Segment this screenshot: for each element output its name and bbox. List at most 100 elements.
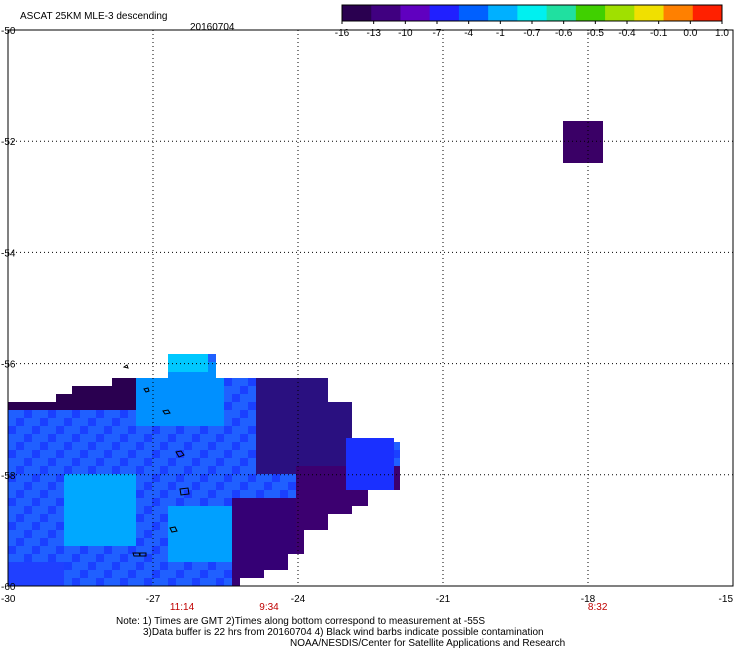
colorbar-tick-label: -1: [496, 28, 505, 39]
swath-cell: [120, 570, 128, 578]
swath-cell: [16, 466, 24, 474]
swath-cell: [160, 434, 168, 442]
swath-cell: [8, 434, 16, 442]
swath-cell: [88, 506, 96, 514]
swath-cell: [120, 450, 128, 458]
swath-cell: [312, 458, 320, 466]
swath-cell: [160, 426, 168, 434]
swath-cell: [192, 466, 200, 474]
swath-cell: [24, 466, 32, 474]
swath-cell: [296, 450, 304, 458]
swath-cell: [248, 538, 256, 546]
swath-cell: [136, 386, 144, 394]
swath-cell: [176, 578, 184, 586]
swath-cell: [80, 562, 88, 570]
swath-cell: [240, 458, 248, 466]
swath-cell: [112, 546, 120, 554]
swath-cell: [176, 450, 184, 458]
map-title: ASCAT 25KM MLE-3 descending: [20, 11, 167, 22]
swath-cell: [280, 386, 288, 394]
swath-cell: [296, 538, 304, 546]
swath-cell: [248, 378, 256, 386]
swath-cell: [264, 458, 272, 466]
swath-cell: [160, 378, 168, 386]
swath-cell: [152, 442, 160, 450]
swath-cell: [160, 530, 168, 538]
swath-cell: [272, 434, 280, 442]
swath-cell: [144, 442, 152, 450]
swath-cell: [104, 570, 112, 578]
swath-cell: [272, 546, 280, 554]
swath-cell: [24, 514, 32, 522]
swath-cell: [120, 514, 128, 522]
swath-cell: [128, 474, 136, 482]
swath-cell: [80, 402, 88, 410]
swath-cell: [208, 378, 216, 386]
swath-cell: [392, 482, 400, 490]
swath-cell: [248, 418, 256, 426]
swath-cell: [8, 578, 16, 586]
swath-cell: [152, 538, 160, 546]
swath-cell: [296, 482, 304, 490]
swath-cell: [256, 570, 264, 578]
swath-cell: [176, 538, 184, 546]
swath-cell: [200, 402, 208, 410]
swath-cell: [272, 386, 280, 394]
swath-cell: [32, 442, 40, 450]
swath-cell: [296, 474, 304, 482]
swath-cell: [312, 386, 320, 394]
swath-cell: [136, 498, 144, 506]
swath-cell: [192, 426, 200, 434]
swath-cell: [184, 370, 192, 378]
swath-cell: [272, 442, 280, 450]
swath-cell: [304, 474, 312, 482]
swath-cell: [232, 394, 240, 402]
swath-cell: [88, 474, 96, 482]
swath-cell: [216, 570, 224, 578]
swath-cell: [136, 578, 144, 586]
swath-cell: [24, 498, 32, 506]
swath-cell: [64, 458, 72, 466]
swath-cell: [120, 442, 128, 450]
swath-cell: [192, 402, 200, 410]
swath-cell: [88, 418, 96, 426]
swath-cell: [48, 530, 56, 538]
swath-cell: [8, 570, 16, 578]
swath-cell: [184, 522, 192, 530]
swath-cell: [392, 442, 400, 450]
swath-cell: [160, 410, 168, 418]
swath-cell: [280, 546, 288, 554]
swath-cell: [24, 578, 32, 586]
swath-cell: [328, 434, 336, 442]
swath-cell: [176, 482, 184, 490]
swath-cell: [312, 450, 320, 458]
swath-cell: [344, 410, 352, 418]
swath-cell: [8, 498, 16, 506]
swath-cell: [112, 466, 120, 474]
swath-cell: [104, 554, 112, 562]
swath-cell: [184, 506, 192, 514]
swath-cell: [264, 482, 272, 490]
swath-cell: [344, 418, 352, 426]
swath-cell: [336, 490, 344, 498]
swath-cell: [312, 482, 320, 490]
swath-cell: [216, 482, 224, 490]
swath-cell: [104, 434, 112, 442]
swath-cell: [112, 378, 120, 386]
swath-cell: [64, 426, 72, 434]
swath-cell: [248, 386, 256, 394]
swath-cell: [304, 490, 312, 498]
swath-cell: [64, 442, 72, 450]
swath-cell: [192, 538, 200, 546]
swath-cell: [224, 578, 232, 586]
swath-cell: [88, 522, 96, 530]
swath-cell: [208, 370, 216, 378]
swath-cell: [32, 490, 40, 498]
swath-cell: [104, 450, 112, 458]
swath-cell: [48, 554, 56, 562]
swath-cell: [72, 482, 80, 490]
swath-cell: [24, 490, 32, 498]
colorbar-tick-label: -10: [398, 28, 413, 39]
swath-cell: [192, 578, 200, 586]
swath-cell: [216, 474, 224, 482]
